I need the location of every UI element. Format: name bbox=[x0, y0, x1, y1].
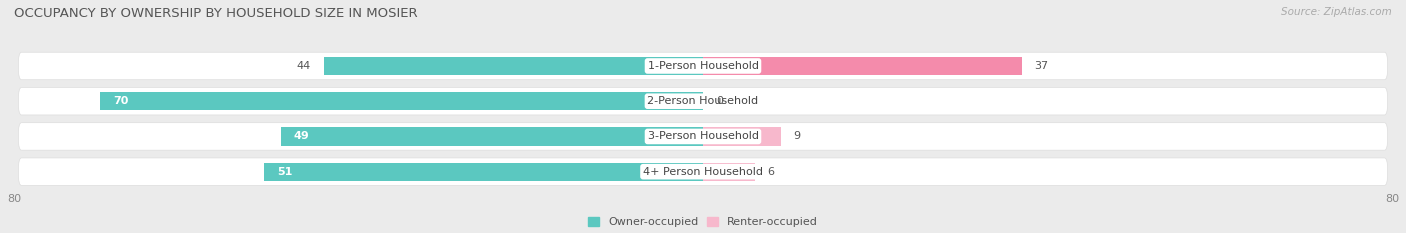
Bar bbox=[100, 92, 703, 110]
Text: OCCUPANCY BY OWNERSHIP BY HOUSEHOLD SIZE IN MOSIER: OCCUPANCY BY OWNERSHIP BY HOUSEHOLD SIZE… bbox=[14, 7, 418, 20]
Text: 3-Person Household: 3-Person Household bbox=[648, 131, 758, 141]
FancyBboxPatch shape bbox=[18, 123, 1388, 150]
Text: 51: 51 bbox=[277, 167, 292, 177]
Bar bbox=[264, 163, 703, 181]
Text: 9: 9 bbox=[793, 131, 800, 141]
FancyBboxPatch shape bbox=[18, 87, 1388, 115]
FancyBboxPatch shape bbox=[18, 52, 1388, 80]
Bar bbox=[703, 127, 780, 146]
Text: 44: 44 bbox=[297, 61, 311, 71]
Text: 37: 37 bbox=[1035, 61, 1049, 71]
Legend: Owner-occupied, Renter-occupied: Owner-occupied, Renter-occupied bbox=[583, 213, 823, 232]
Bar bbox=[703, 163, 755, 181]
Text: 0: 0 bbox=[716, 96, 723, 106]
FancyBboxPatch shape bbox=[18, 158, 1388, 185]
Text: 1-Person Household: 1-Person Household bbox=[648, 61, 758, 71]
Bar bbox=[323, 57, 703, 75]
Text: Source: ZipAtlas.com: Source: ZipAtlas.com bbox=[1281, 7, 1392, 17]
Text: 2-Person Household: 2-Person Household bbox=[647, 96, 759, 106]
Text: 4+ Person Household: 4+ Person Household bbox=[643, 167, 763, 177]
Text: 6: 6 bbox=[768, 167, 775, 177]
Bar bbox=[281, 127, 703, 146]
Bar bbox=[703, 57, 1022, 75]
Text: 70: 70 bbox=[112, 96, 128, 106]
Text: 49: 49 bbox=[294, 131, 309, 141]
